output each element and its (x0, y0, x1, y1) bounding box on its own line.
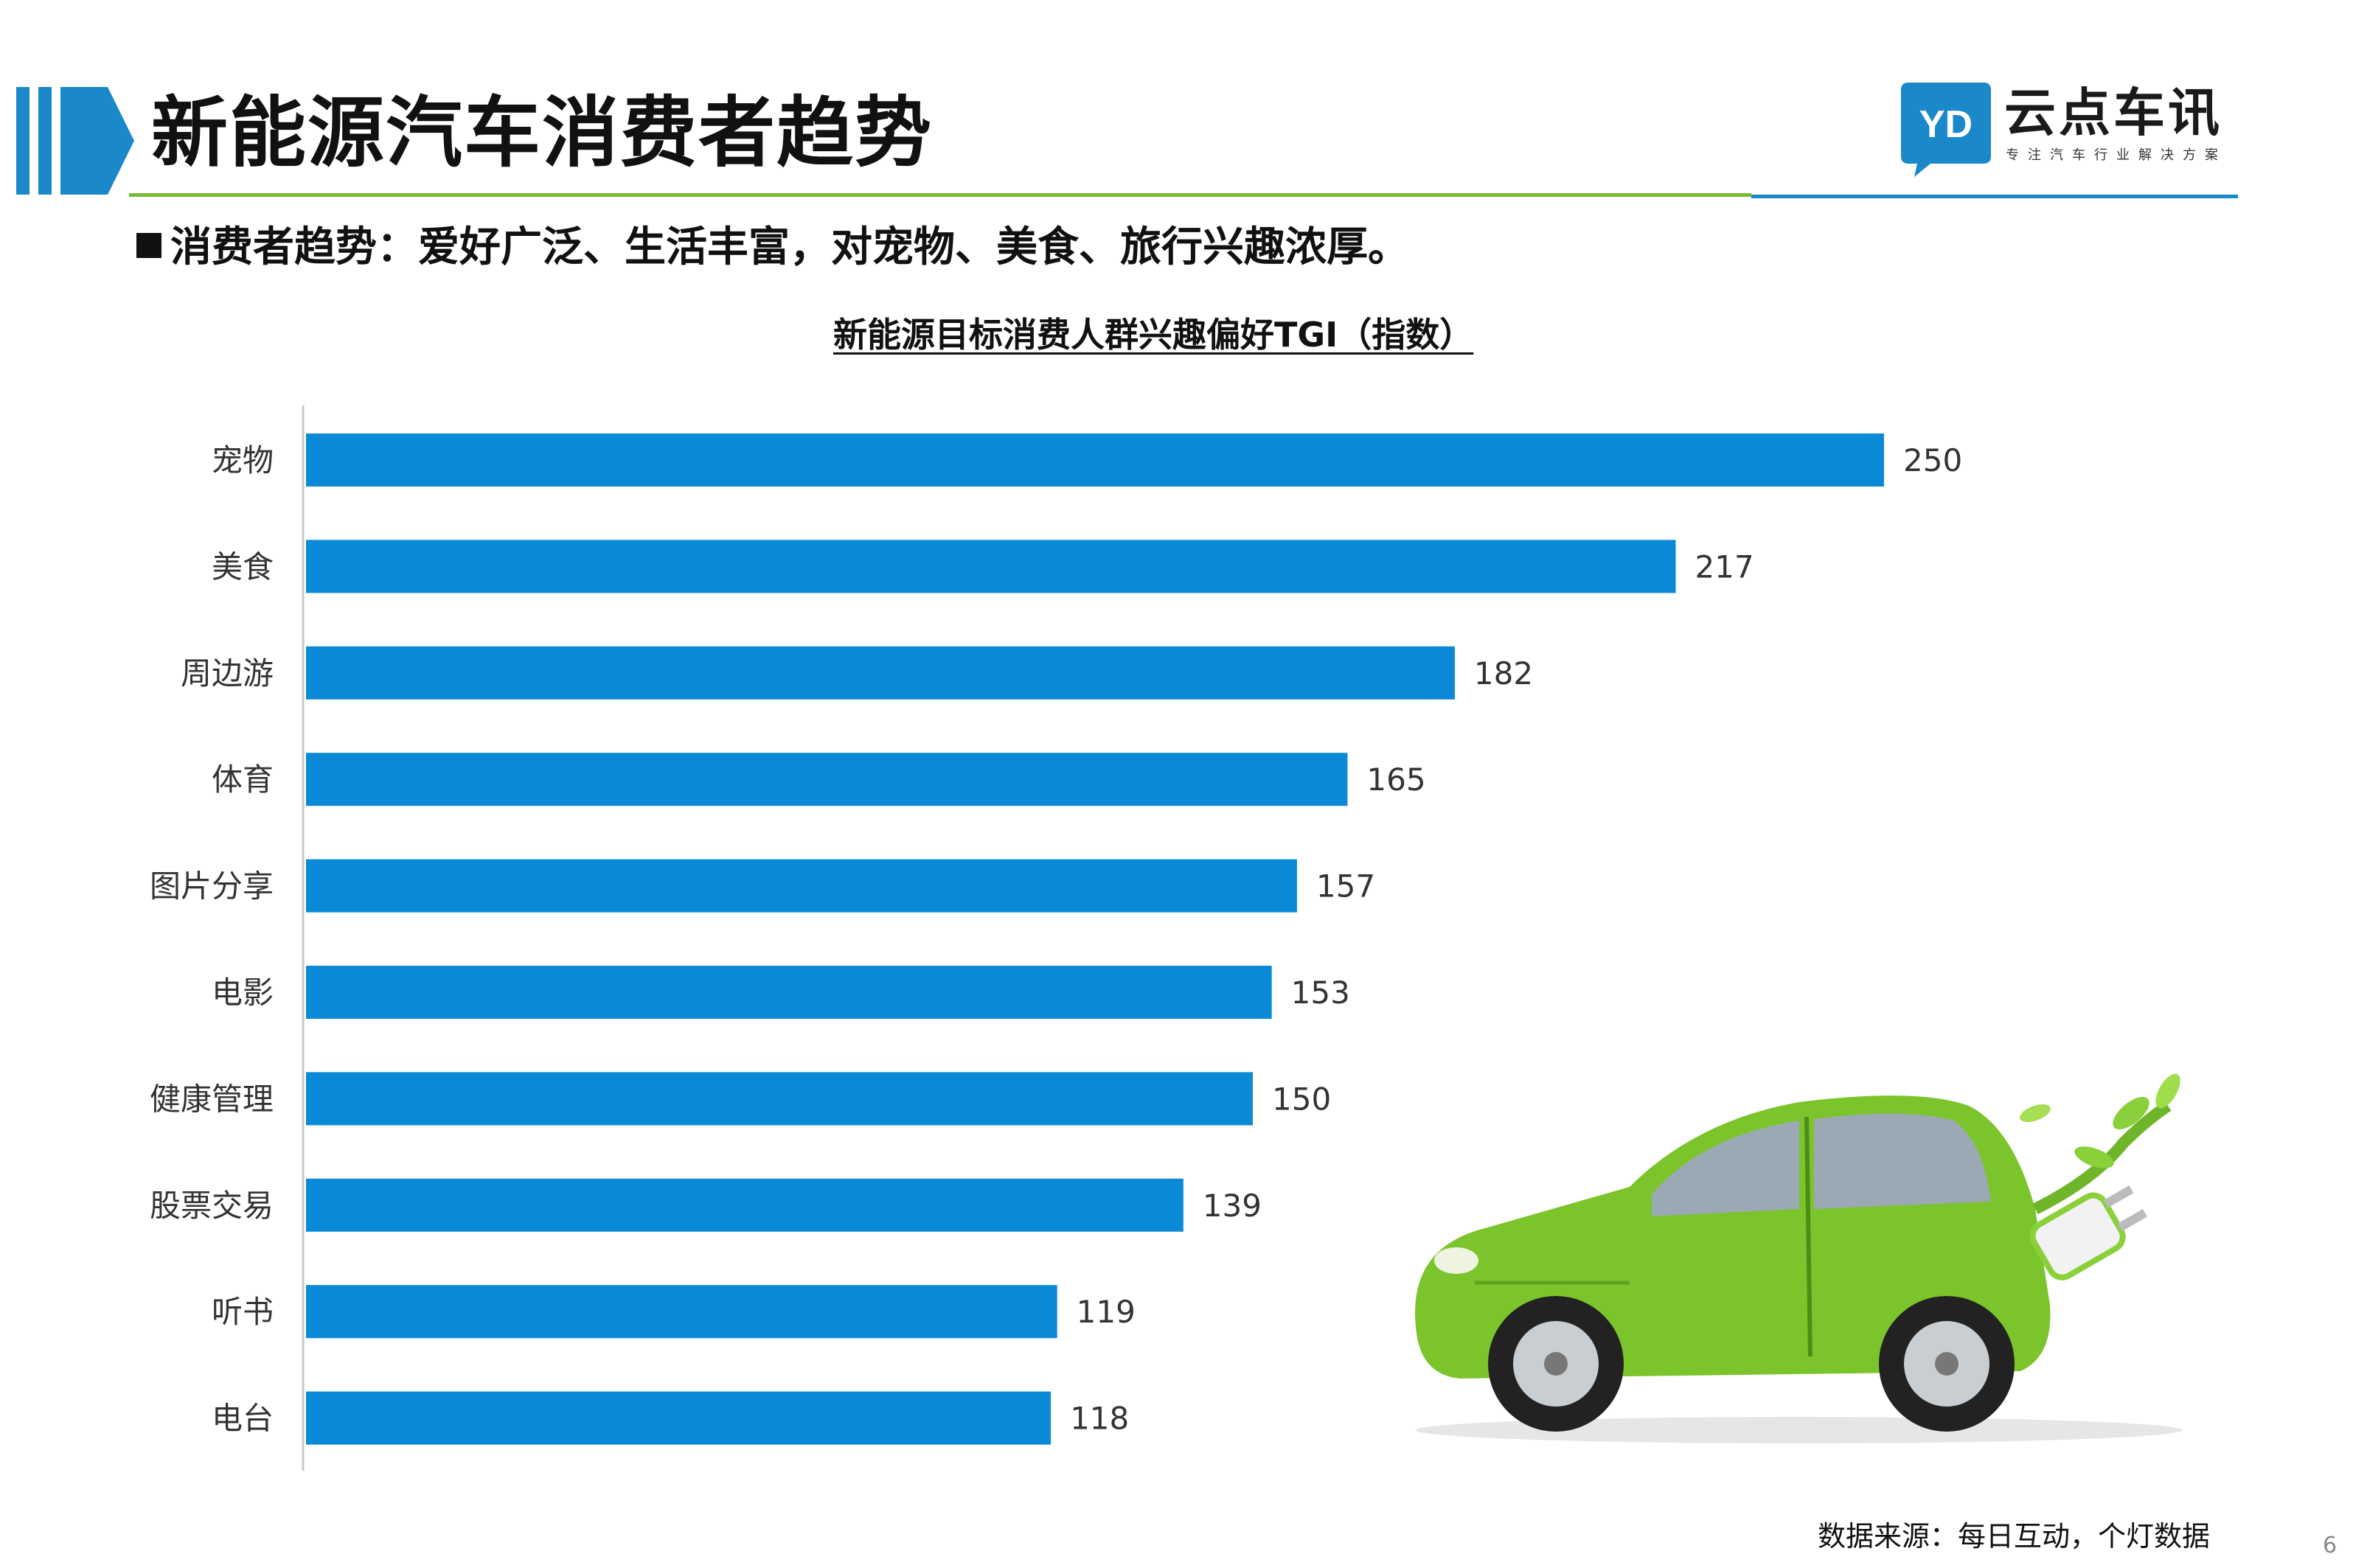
category-label: 健康管理 (150, 1081, 274, 1117)
bullet-square-icon (136, 233, 161, 258)
bar (306, 1391, 1052, 1445)
category-label: 体育 (212, 762, 274, 798)
category-label: 图片分享 (150, 868, 274, 905)
bar-value-label: 150 (1272, 1081, 1331, 1117)
header-underline (129, 193, 2238, 198)
header-accent-icon (16, 87, 134, 195)
data-source: 数据来源：每日互动，个灯数据 (1818, 1520, 2211, 1553)
page-number: 6 (2323, 1533, 2338, 1558)
svg-text:YD: YD (1919, 103, 1973, 146)
category-label: 宠物 (212, 442, 274, 478)
bar-chart: 宠物 250 美食 217 周边游 182 体育 165 图片分享 157 电影 153 健康管理 150… (150, 405, 1962, 1471)
bar-value-label: 157 (1316, 868, 1375, 905)
bar (306, 1072, 1253, 1126)
brand-logo: YD 云点车讯 专注汽车行业解决方案 (1901, 83, 2240, 186)
bar-value-label: 139 (1203, 1188, 1262, 1224)
chart-title: 新能源目标消费人群兴趣偏好TGI（指数） (833, 315, 1474, 355)
logo-badge-icon: YD (1901, 83, 1991, 177)
category-label: 周边游 (181, 655, 274, 691)
bar-value-label: 217 (1695, 548, 1754, 585)
bar-value-label: 250 (1903, 442, 1962, 478)
category-label: 美食 (212, 548, 274, 585)
logo-slogan: 专注汽车行业解决方案 (2006, 147, 2227, 163)
section-subtitle: 消费者趋势：爱好广泛、生活丰富，对宠物、美食、旅行兴趣浓厚。 (136, 227, 1409, 268)
bar (306, 753, 1348, 806)
bar-value-label: 118 (1070, 1401, 1129, 1437)
bar (306, 540, 1676, 593)
bar-value-label: 182 (1474, 655, 1533, 691)
category-label: 电台 (212, 1401, 274, 1437)
bar (306, 1285, 1057, 1339)
page-title: 新能源汽车消费者趋势 (151, 88, 934, 178)
bar (306, 966, 1272, 1019)
bar (306, 433, 1884, 487)
subtitle-text: 消费者趋势：爱好广泛、生活丰富，对宠物、美食、旅行兴趣浓厚。 (170, 223, 1409, 271)
bar (306, 1178, 1184, 1232)
category-label: 听书 (212, 1294, 274, 1330)
bar (306, 859, 1297, 913)
electric-car-illustration (1415, 1073, 2183, 1443)
category-label: 股票交易 (150, 1188, 274, 1224)
bar-value-label: 119 (1077, 1294, 1136, 1330)
bar-value-label: 165 (1366, 762, 1425, 798)
category-label: 电影 (212, 975, 274, 1011)
bar (306, 646, 1455, 700)
bar-value-label: 153 (1291, 975, 1350, 1011)
logo-name: 云点车讯 (2004, 83, 2222, 143)
